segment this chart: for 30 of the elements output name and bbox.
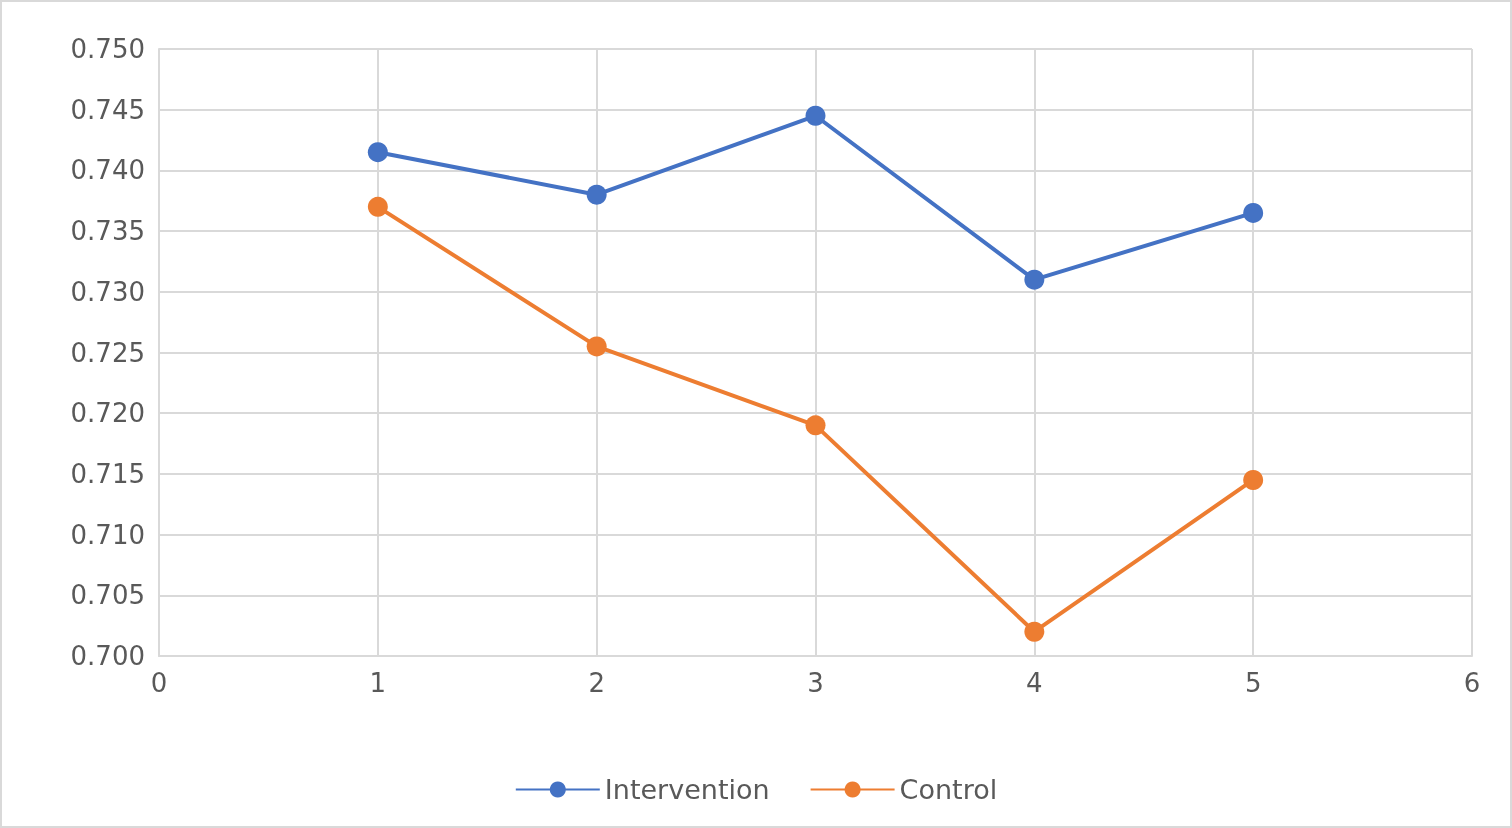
y-tick-label: 0.730 (70, 276, 145, 307)
y-tick-label: 0.715 (70, 458, 145, 489)
x-tick-label: 3 (807, 668, 824, 698)
legend-label: Control (899, 774, 998, 805)
y-tick-label: 0.740 (70, 155, 145, 186)
point (1024, 621, 1045, 642)
point (805, 415, 826, 436)
point (805, 105, 826, 126)
x-tick-label: 1 (369, 668, 387, 698)
y-tick-label: 0.750 (70, 34, 145, 64)
y-tick-label: 0.745 (70, 94, 145, 125)
x-tick-label: 5 (1244, 668, 1262, 698)
legend-label: Intervention (604, 774, 770, 805)
y-tick-label: 0.705 (70, 580, 145, 611)
point (1024, 269, 1045, 290)
y-tick-label: 0.700 (70, 641, 145, 671)
y-tick-label: 0.720 (70, 398, 145, 429)
x-tick-label: 4 (1026, 668, 1043, 698)
point (1243, 469, 1264, 490)
point (367, 142, 388, 163)
y-tick-label: 0.710 (70, 519, 145, 550)
point (1243, 202, 1264, 223)
point (367, 196, 388, 217)
point (586, 184, 607, 205)
point (586, 336, 607, 357)
x-tick-label: 6 (1463, 668, 1481, 698)
y-tick-label: 0.735 (70, 216, 145, 247)
x-tick-label: 2 (588, 668, 605, 698)
x-tick-label: 0 (150, 668, 168, 698)
y-tick-label: 0.725 (70, 337, 145, 368)
